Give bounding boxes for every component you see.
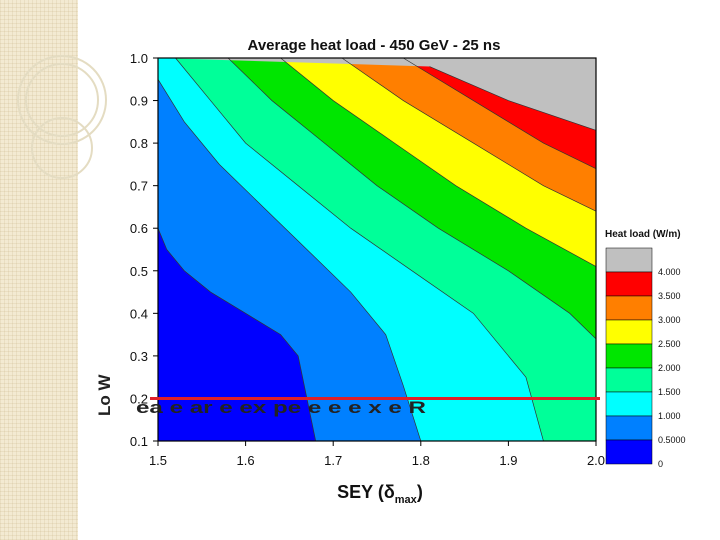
legend-label: 1.000 bbox=[658, 411, 681, 421]
legend-swatch bbox=[605, 319, 653, 345]
contour-line-7 bbox=[429, 66, 597, 131]
x-axis-label: SEY (δmax) bbox=[337, 482, 423, 506]
legend-swatch bbox=[605, 247, 653, 273]
contour-line-5 bbox=[341, 57, 597, 212]
contour-line-4 bbox=[280, 57, 597, 267]
x-axis-ticks: 1.5 1.6 1.7 1.8 1.9 2.0 bbox=[149, 441, 605, 468]
y-tick-label: 0.7 bbox=[130, 179, 148, 194]
contour-lines bbox=[157, 57, 597, 442]
y-tick-label: 0.4 bbox=[130, 306, 148, 321]
overlay-rotated-text: Lo W bbox=[95, 374, 114, 416]
y-tick-label: 0.5 bbox=[130, 264, 148, 279]
decorative-side-strip bbox=[0, 0, 78, 540]
legend-label: 1.500 bbox=[658, 387, 681, 397]
legend-swatch bbox=[605, 439, 653, 465]
overlay-garbled-line: ea e ar e ex pe e e e x e R bbox=[136, 398, 426, 417]
x-tick-label: 1.7 bbox=[324, 453, 342, 468]
decorative-circles bbox=[17, 55, 107, 179]
contour-line-1 bbox=[157, 79, 422, 442]
contour-line-6 bbox=[403, 57, 597, 169]
legend-swatch bbox=[605, 271, 653, 297]
xlabel-delta: δ bbox=[384, 482, 395, 502]
x-tick-label: 1.9 bbox=[499, 453, 517, 468]
x-tick-label: 1.6 bbox=[237, 453, 255, 468]
y-tick-label: 1.0 bbox=[130, 51, 148, 66]
y-tick-label: 0.3 bbox=[130, 349, 148, 364]
legend-swatch bbox=[605, 343, 653, 369]
xlabel-sub: max bbox=[395, 494, 418, 506]
legend-label: 2.500 bbox=[658, 339, 681, 349]
y-tick-label: 0.8 bbox=[130, 136, 148, 151]
xlabel-close: ) bbox=[417, 482, 423, 502]
legend-label: 2.000 bbox=[658, 363, 681, 373]
legend-swatch bbox=[605, 295, 653, 321]
chart-title: Average heat load - 450 GeV - 25 ns bbox=[248, 37, 501, 54]
contour-region-8 bbox=[158, 58, 596, 131]
legend-swatch bbox=[605, 367, 653, 393]
x-tick-label: 1.5 bbox=[149, 453, 167, 468]
y-axis-ticks: 0.1 0.2 0.3 0.4 0.5 0.6 0.7 0.8 0.9 1.0 bbox=[130, 51, 158, 449]
plot-frame bbox=[157, 57, 597, 442]
legend-label: 3.500 bbox=[658, 291, 681, 301]
x-tick-label: 1.8 bbox=[412, 453, 430, 468]
y-tick-label: 0.9 bbox=[130, 94, 148, 109]
y-tick-label: 0.6 bbox=[130, 221, 148, 236]
contour-regions bbox=[158, 58, 596, 441]
contour-line-0 bbox=[157, 228, 317, 442]
contour-line-3 bbox=[227, 57, 597, 340]
legend-label: 4.000 bbox=[658, 267, 681, 277]
xlabel-main: SEY ( bbox=[337, 482, 384, 502]
contour-line-2 bbox=[175, 57, 544, 442]
legend-label: 0.5000 bbox=[658, 435, 686, 445]
legend-swatch bbox=[605, 415, 653, 441]
y-tick-label: 0.2 bbox=[130, 391, 148, 406]
x-tick-label: 2.0 bbox=[587, 453, 605, 468]
legend-label: 0 bbox=[658, 459, 663, 469]
legend-label: 3.000 bbox=[658, 315, 681, 325]
y-tick-label: 0.1 bbox=[130, 434, 148, 449]
legend-swatch bbox=[605, 391, 653, 417]
legend: 4.000 3.500 3.000 2.500 2.000 1.500 1.000 0.500… bbox=[605, 247, 686, 469]
legend-title: Heat load (W/m) bbox=[605, 229, 681, 240]
